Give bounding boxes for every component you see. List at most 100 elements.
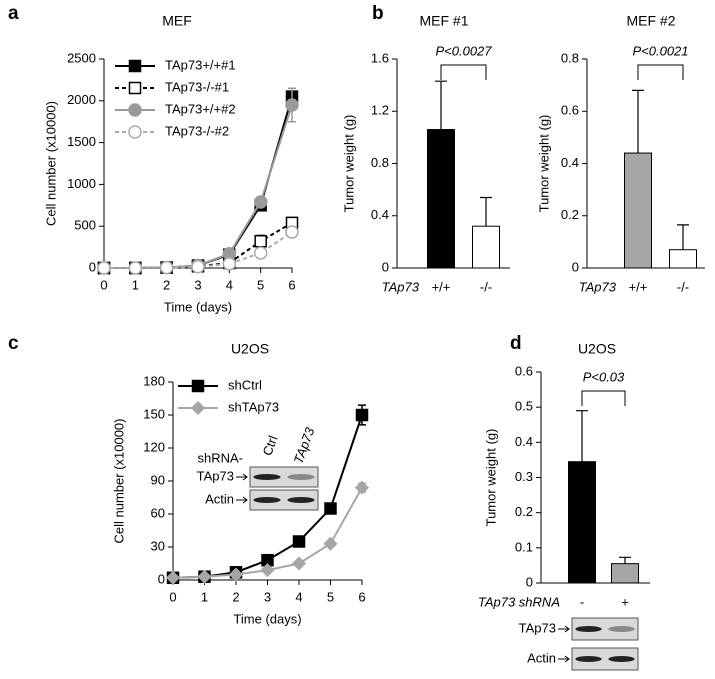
bar [624, 152, 652, 269]
marker [324, 502, 337, 515]
y-tick-label: 1.6 [371, 50, 389, 65]
x-tick-label: +/+ [432, 279, 451, 294]
y-axis-label: Cell number (x10000) [111, 418, 126, 543]
blot-band [575, 656, 602, 662]
blot-band [253, 497, 281, 503]
y-tick-label: 0.4 [371, 207, 389, 222]
y-tick-label: 150 [143, 406, 165, 421]
marker [228, 567, 244, 582]
error-bar [576, 410, 588, 462]
blot-header: shRNA- [197, 450, 243, 465]
blot-band [287, 474, 315, 480]
marker [291, 556, 307, 571]
x-tick-label: 0 [169, 589, 176, 604]
blot-row-label: Actin [527, 650, 556, 665]
y-tick-label: 0.6 [561, 103, 579, 118]
legend-label: TAp73+/+#2 [165, 101, 236, 116]
legend-label: shTAp73 [228, 399, 279, 414]
x-axis-label: Time (days) [233, 611, 301, 626]
y-tick-label: 1.2 [371, 103, 389, 118]
y-axis-label: Tumor weight (g) [483, 429, 498, 527]
y-tick-label: 0.1 [515, 539, 533, 554]
blot-row-label: TAp73 [519, 620, 556, 635]
marker [165, 570, 181, 585]
legend-label: TAp73-/-#1 [165, 79, 229, 94]
bar [669, 249, 697, 269]
significance-bracket [440, 64, 487, 80]
x-tick-label: 1 [132, 277, 139, 292]
y-tick-label: 180 [143, 373, 165, 388]
blot-band [575, 626, 602, 632]
x-tick-label: 3 [194, 277, 201, 292]
y-tick-label: 2000 [67, 92, 96, 107]
bar [427, 129, 455, 269]
marker [97, 261, 111, 275]
blot-row [571, 647, 639, 671]
marker [159, 260, 174, 275]
bar [472, 225, 500, 269]
x-tick-label: 5 [257, 277, 264, 292]
p-value: P<0.03 [583, 369, 625, 384]
x-axis-label: Time (days) [164, 299, 232, 314]
y-tick-label: 60 [151, 505, 165, 520]
x-tick-label: 2 [232, 589, 239, 604]
blot-arrow [558, 655, 570, 663]
marker [197, 569, 212, 584]
blot-row [249, 489, 319, 511]
marker [128, 261, 143, 275]
blot-arrow [236, 496, 248, 504]
marker [253, 246, 268, 260]
y-tick-label: 0.2 [561, 207, 579, 222]
marker [292, 535, 306, 548]
blot-lane: TAp73 [291, 425, 318, 466]
blot-row-label: Actin [205, 491, 234, 506]
y-tick-label: 0.8 [371, 155, 389, 170]
y-tick-label: 1000 [67, 176, 96, 191]
y-tick-label: 0 [526, 574, 533, 589]
blot-arrow [236, 473, 248, 481]
legend-marker [128, 125, 142, 139]
chart-title: U2OS [231, 341, 269, 357]
x-tick-label: 0 [100, 277, 107, 292]
error-bar [435, 80, 447, 130]
chart-title: MEF [162, 13, 192, 29]
y-tick-label: 1500 [67, 134, 96, 149]
x-tick-label: 3 [264, 589, 271, 604]
y-tick-label: 0.4 [561, 155, 579, 170]
blot-band [287, 497, 315, 503]
y-tick-label: 0 [572, 259, 579, 274]
legend-marker [128, 103, 142, 117]
marker [222, 257, 237, 271]
panel-label: d [510, 333, 522, 354]
p-value: P<0.0027 [435, 43, 492, 58]
x-tick-label: 5 [327, 589, 334, 604]
marker [253, 195, 268, 209]
legend-marker [190, 400, 206, 416]
y-tick-label: 0.8 [561, 50, 579, 65]
significance-bracket [637, 64, 684, 80]
y-tick-label: 2500 [67, 50, 96, 65]
x-tick-label: 4 [226, 277, 233, 292]
marker [260, 563, 275, 578]
marker [354, 480, 370, 495]
y-axis-label: Tumor weight (g) [536, 115, 551, 213]
y-tick-label: 30 [151, 538, 165, 553]
marker [254, 234, 267, 248]
x-tick-label: +/+ [629, 279, 648, 294]
y-tick-label: 500 [74, 218, 96, 233]
x-tick-label: - [580, 594, 584, 609]
y-tick-label: 0.4 [515, 434, 533, 449]
panel-label: a [8, 3, 19, 24]
marker [191, 259, 205, 274]
y-tick-label: 0 [89, 259, 96, 274]
x-tick-label: -/- [677, 279, 689, 294]
x-tick-label: 4 [295, 589, 302, 604]
y-tick-label: 0.5 [515, 399, 533, 414]
marker [285, 98, 299, 112]
panel-label: b [372, 3, 384, 24]
x-axis-label: TAp73 shRNA [478, 594, 560, 609]
marker [323, 536, 338, 551]
blot-row [249, 466, 319, 488]
x-tick-label: 1 [201, 589, 208, 604]
